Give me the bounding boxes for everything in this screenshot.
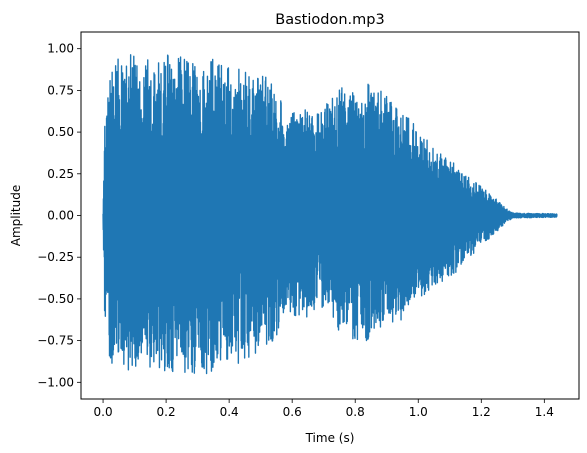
x-tick-label: 0.2	[157, 405, 176, 419]
x-axis-ticks: 0.0 0.2 0.4 0.6 0.8 1.0 1.2 1.4	[94, 399, 554, 419]
x-tick-label: 1.4	[535, 405, 554, 419]
y-tick-label: 0.75	[47, 83, 74, 97]
waveform-line	[102, 54, 558, 375]
y-tick-label: −1.00	[37, 375, 74, 389]
y-tick-label: −0.25	[37, 250, 74, 264]
x-tick-label: 1.0	[409, 405, 428, 419]
y-axis-label: Amplitude	[9, 185, 23, 247]
y-tick-label: −0.50	[37, 292, 74, 306]
waveform-series	[102, 54, 558, 375]
y-tick-label: 1.00	[47, 42, 74, 56]
y-tick-label: 0.00	[47, 209, 74, 223]
chart-title: Bastiodon.mp3	[275, 12, 384, 28]
x-tick-label: 0.0	[94, 405, 113, 419]
x-tick-label: 0.8	[346, 405, 365, 419]
x-axis-label: Time (s)	[305, 431, 355, 445]
y-tick-label: 0.25	[47, 167, 74, 181]
y-tick-label: 0.50	[47, 125, 74, 139]
x-tick-label: 1.2	[472, 405, 491, 419]
x-tick-label: 0.6	[283, 405, 302, 419]
x-tick-label: 0.4	[220, 405, 239, 419]
y-axis-ticks: −1.00 −0.75 −0.50 −0.25 0.00 0.25 0.50 0.75 1.00	[37, 42, 81, 389]
y-tick-label: −0.75	[37, 334, 74, 348]
